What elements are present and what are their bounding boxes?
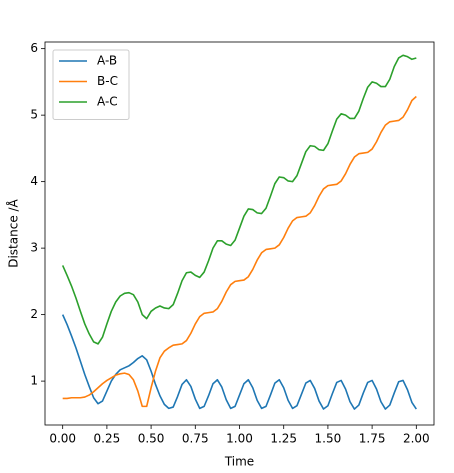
- x-tick-label: 1.75: [359, 432, 386, 446]
- y-axis-label: Distance /Å: [6, 198, 21, 267]
- y-tick-label: 1: [30, 374, 38, 388]
- y-tick-label: 4: [30, 174, 38, 188]
- legend-label: B-C: [97, 74, 118, 88]
- x-tick-label: 1.50: [315, 432, 342, 446]
- x-axis-label: Time: [224, 455, 254, 469]
- series-line: [61, 54, 417, 345]
- legend-label: A-C: [97, 95, 118, 109]
- x-tick-label: 0.75: [182, 432, 209, 446]
- x-tick-label: 0.25: [94, 432, 121, 446]
- legend-label: A-B: [97, 54, 117, 68]
- y-tick-label: 6: [30, 41, 38, 55]
- y-tick-label: 3: [30, 241, 38, 255]
- series-line: [61, 314, 417, 410]
- x-tick-label: 1.00: [226, 432, 253, 446]
- x-tick-label: 0.50: [138, 432, 165, 446]
- plot-frame: [44, 41, 435, 426]
- x-tick-label: 0.00: [49, 432, 76, 446]
- series-line: [62, 95, 417, 408]
- y-tick-label: 5: [30, 108, 38, 122]
- x-tick-label: 1.25: [270, 432, 297, 446]
- x-tick-label: 2.00: [403, 432, 430, 446]
- y-tick-label: 2: [30, 307, 38, 321]
